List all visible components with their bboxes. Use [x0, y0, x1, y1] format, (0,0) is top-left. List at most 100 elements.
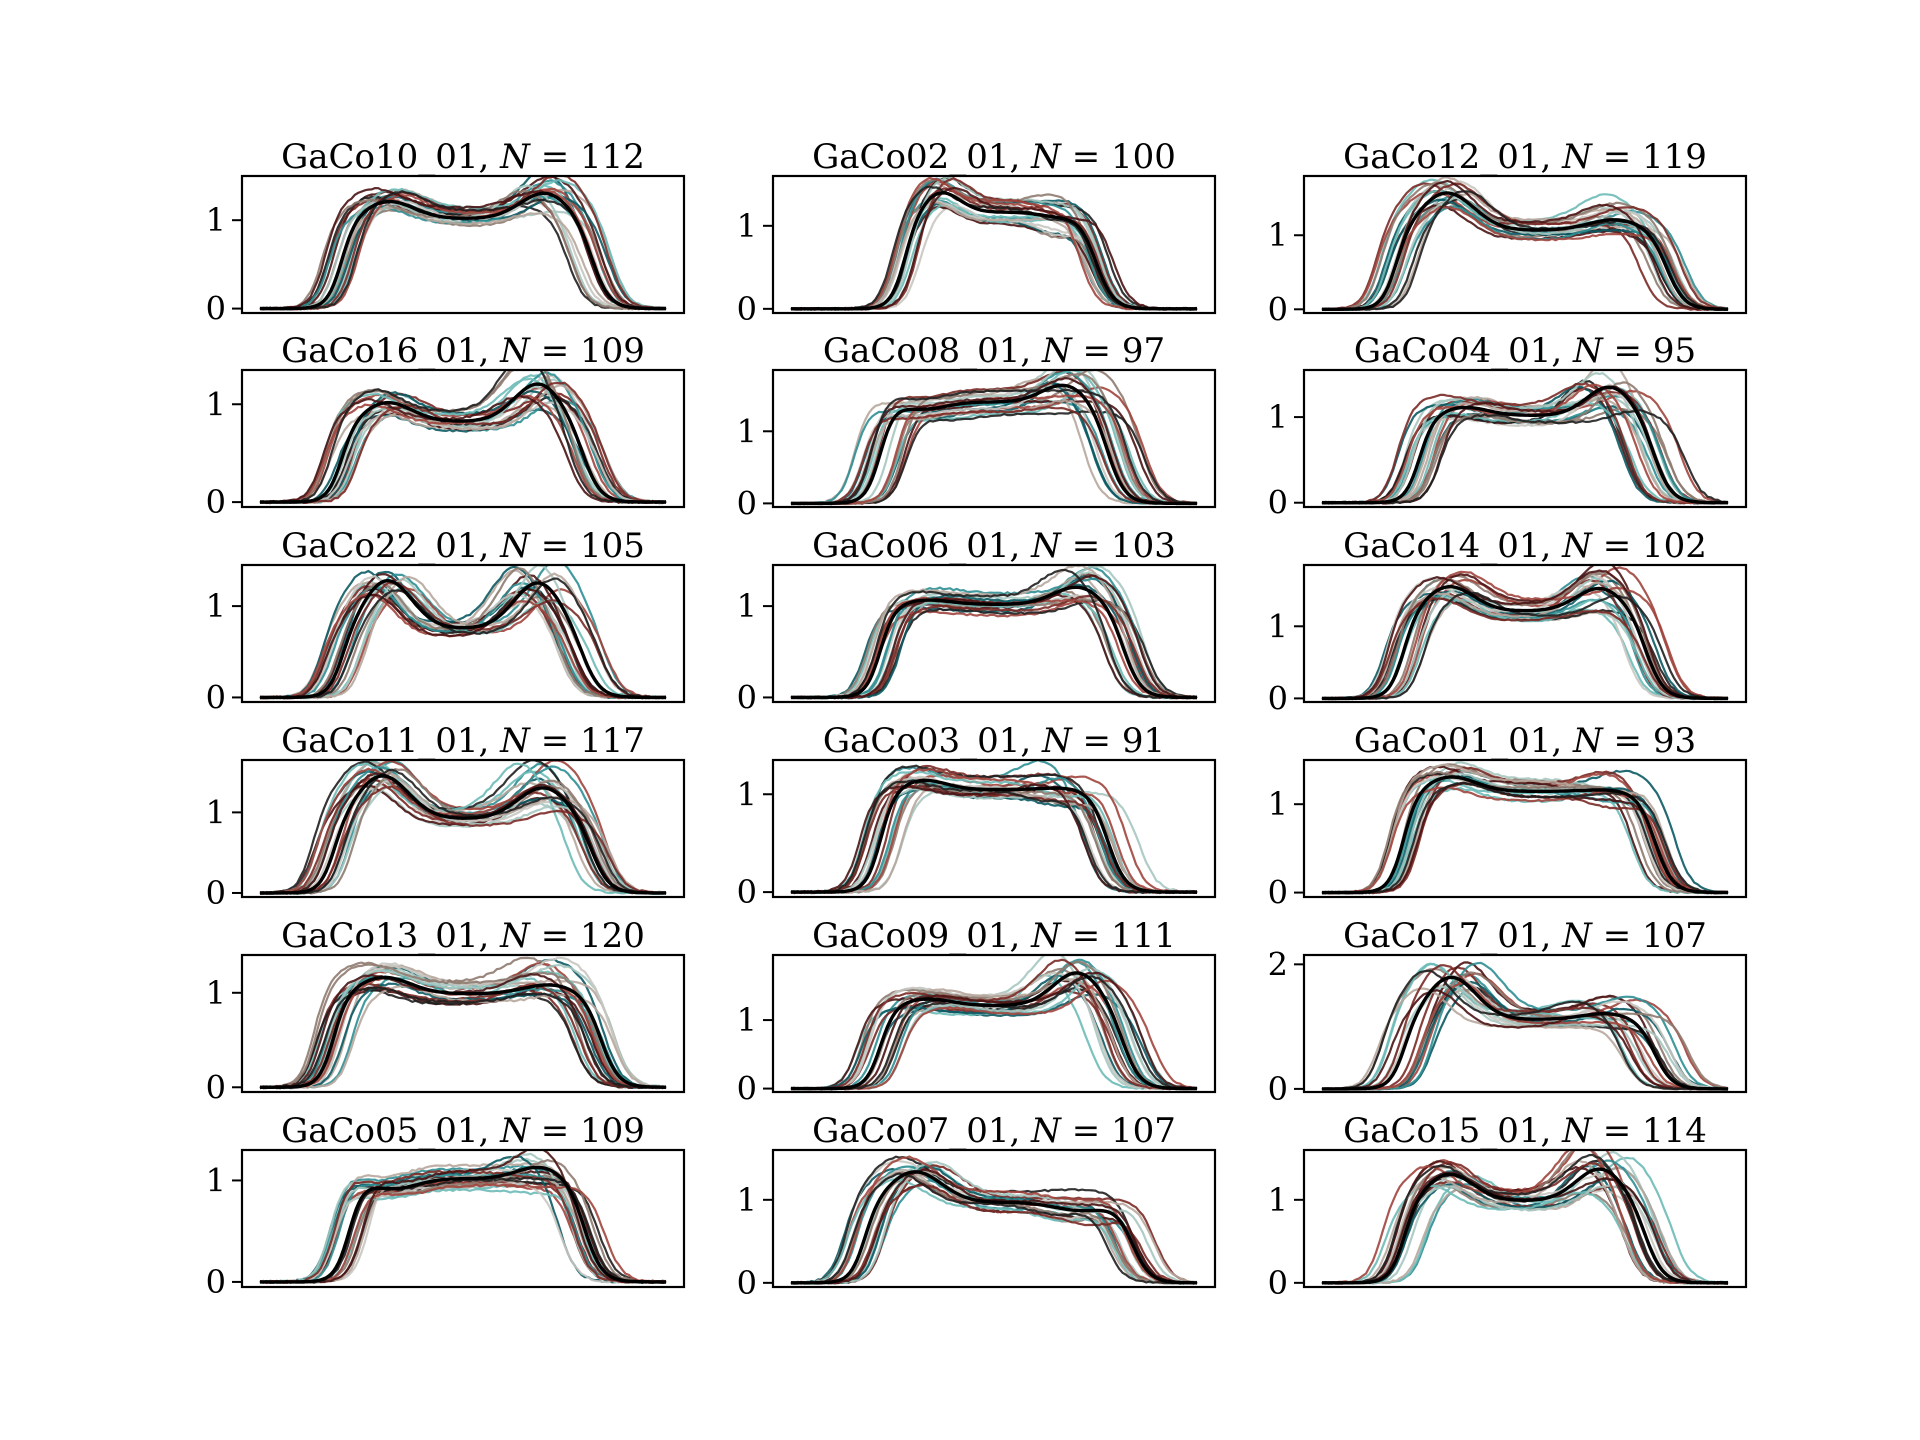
mean-line: [1322, 1167, 1728, 1285]
subplot-GaCo22_01: 0 1 GaCo22_01, N = 105: [206, 526, 686, 716]
subplot-title-n-value: = 111: [1061, 916, 1176, 956]
y-tick-label: 0: [737, 1264, 757, 1302]
y-tick-label: 1: [206, 793, 226, 831]
mean-line: [260, 1165, 666, 1284]
series-line: [1321, 190, 1729, 312]
subplot-title-n-value: = 109: [530, 331, 645, 371]
series-line: [790, 370, 1198, 506]
subplot-GaCo09_01: 0 1 GaCo09_01, N = 111: [737, 916, 1217, 1108]
subplot-title-n-symbol: N: [1561, 916, 1593, 956]
series-line: [1322, 1150, 1729, 1285]
mean-line: [260, 382, 666, 504]
y-tick-label: 0: [1268, 679, 1288, 717]
plot-frame: [771, 563, 1217, 704]
subplot-title-n-value: = 119: [1592, 137, 1707, 177]
series-line: [259, 577, 667, 700]
series-line: [259, 1169, 667, 1284]
y-tick-label: 1: [737, 412, 757, 450]
series-line: [790, 388, 1198, 506]
subplot-title-n-value: = 117: [530, 721, 645, 761]
subplot-title-n-value: = 107: [1592, 916, 1707, 956]
series-line: [790, 568, 1198, 700]
subplot-title-n-value: = 103: [1061, 526, 1176, 566]
y-tick-label: 0: [1268, 874, 1288, 912]
y-tick-label: 1: [1268, 1181, 1288, 1219]
series-line: [790, 1172, 1198, 1285]
series-line: [790, 176, 1198, 311]
series-line: [1321, 969, 1729, 1091]
series-group: [790, 955, 1198, 1091]
plot-frame: [771, 174, 1217, 315]
series-line: [259, 768, 667, 895]
series-group: [259, 1150, 667, 1285]
y-tick-label: 1: [737, 207, 757, 245]
series-group: [259, 370, 667, 505]
series-line: [790, 176, 1198, 311]
series-line: [259, 394, 667, 505]
y-tick-label: 0: [737, 678, 757, 716]
mean-line: [791, 971, 1198, 1091]
plot-frame: [240, 1148, 686, 1289]
subplot-GaCo01_01: 0 1 GaCo01_01, N = 93: [1268, 721, 1748, 912]
series-line: [259, 370, 667, 505]
y-tick-label: 1: [737, 587, 757, 625]
y-tick-label: 1: [206, 1161, 226, 1199]
subplot-GaCo14_01: 0 1 GaCo14_01, N = 102: [1268, 526, 1748, 717]
subplot-GaCo13_01: 0 1 GaCo13_01, N = 120: [206, 916, 686, 1106]
y-tick-label: 0: [1268, 484, 1288, 522]
series-line: [259, 986, 667, 1090]
series-line: [259, 189, 667, 311]
series-line: [259, 587, 667, 700]
series-line: [1322, 781, 1729, 895]
plot-frame: [1302, 174, 1748, 315]
mean-line: [1322, 191, 1728, 311]
mean-line: [1322, 775, 1729, 895]
subplot-title-name: GaCo07_01,: [812, 1111, 1031, 1151]
y-tick-label: 0: [206, 678, 226, 716]
subplot-GaCo15_01: 0 1 GaCo15_01, N = 114: [1268, 1111, 1748, 1302]
y-tick-label: 1: [206, 201, 226, 239]
subplot-title-n-symbol: N: [1030, 916, 1062, 956]
subplot-title: GaCo09_01, N = 111: [812, 916, 1176, 956]
subplot-title: GaCo15_01, N = 114: [1343, 1111, 1707, 1151]
series-line: [259, 186, 667, 311]
subplot-title-n-symbol: N: [499, 137, 531, 177]
series-group: [259, 760, 667, 895]
mean-line: [1322, 975, 1728, 1091]
series-line: [790, 783, 1197, 895]
mean-line: [260, 578, 666, 700]
series-group: [259, 176, 667, 311]
subplot-title: GaCo04_01, N = 95: [1354, 331, 1696, 371]
plot-frame: [1302, 563, 1748, 704]
y-tick-label: 1: [206, 385, 226, 423]
y-tick-label: 1: [737, 1001, 757, 1039]
subplot-GaCo08_01: 0 1 GaCo08_01, N = 97: [737, 331, 1217, 522]
series-line: [790, 197, 1198, 311]
y-tick-label: 0: [206, 290, 226, 328]
series-group: [1321, 565, 1729, 701]
plot-frame: [771, 368, 1217, 509]
series-group: [790, 176, 1198, 311]
series-line: [259, 582, 667, 700]
subplot-title: GaCo16_01, N = 109: [281, 331, 645, 371]
series-line: [259, 787, 667, 895]
series-line: [1321, 201, 1729, 312]
subplot-GaCo02_01: 0 1 GaCo02_01, N = 100: [737, 137, 1217, 328]
series-line: [1321, 1153, 1728, 1285]
subplot-title: GaCo07_01, N = 107: [812, 1111, 1176, 1151]
subplot-title-n-symbol: N: [1041, 721, 1073, 761]
series-group: [1321, 1150, 1729, 1285]
mean-line: [791, 585, 1197, 700]
subplot-title-name: GaCo15_01,: [1343, 1111, 1562, 1151]
y-tick-label: 2: [1268, 945, 1288, 983]
mean-line: [791, 778, 1197, 894]
y-tick-label: 1: [1268, 216, 1288, 254]
mean-line: [1322, 385, 1728, 505]
subplot-title: GaCo02_01, N = 100: [812, 137, 1176, 177]
series-line: [259, 592, 667, 700]
series-group: [259, 956, 667, 1090]
subplot-title-n-symbol: N: [1572, 331, 1604, 371]
series-line: [1321, 382, 1729, 505]
series-line: [1321, 981, 1729, 1091]
